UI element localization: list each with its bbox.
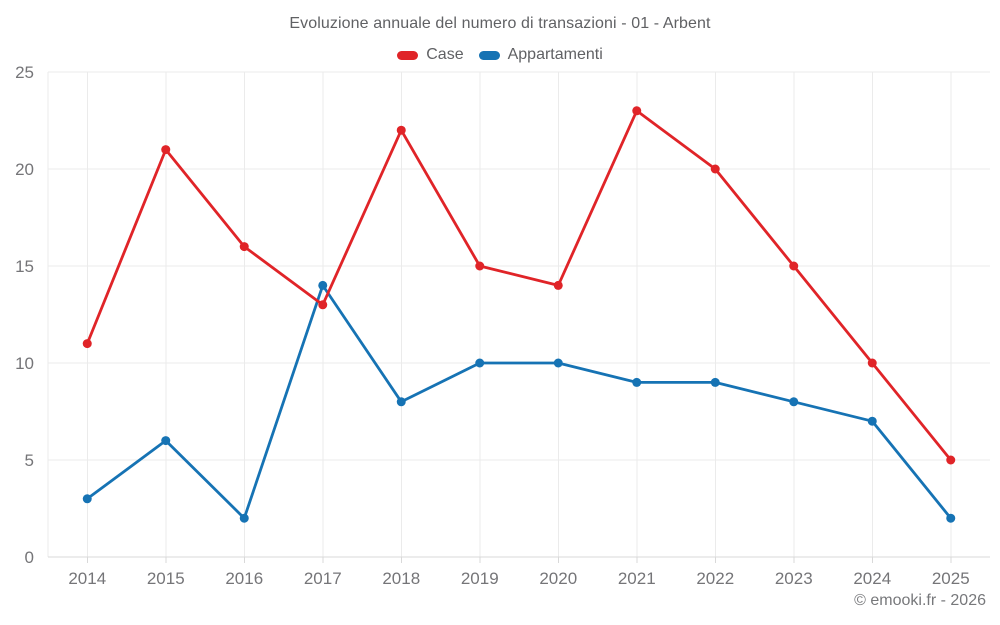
svg-text:10: 10 <box>15 354 34 373</box>
point-appartamenti-2022[interactable] <box>710 377 720 387</box>
point-case-2019[interactable] <box>475 261 485 271</box>
legend-item-case[interactable]: Case <box>397 46 464 64</box>
legend: Case Appartamenti <box>0 46 1000 64</box>
point-case-2014[interactable] <box>82 339 92 349</box>
svg-text:15: 15 <box>15 257 34 276</box>
point-appartamenti-2017[interactable] <box>318 280 328 290</box>
point-case-2021[interactable] <box>632 106 642 116</box>
gridlines <box>47 71 990 558</box>
point-appartamenti-2024[interactable] <box>867 416 877 426</box>
legend-item-appartamenti[interactable]: Appartamenti <box>478 46 603 64</box>
x-axis-labels: 2014 2015 2016 2017 2018 2019 2020 2021 2022 2023… <box>68 569 969 588</box>
svg-text:2023: 2023 <box>775 569 813 588</box>
svg-text:2014: 2014 <box>68 569 106 588</box>
case-series-swatch-icon <box>397 50 419 60</box>
point-case-2023[interactable] <box>789 261 799 271</box>
point-case-2015[interactable] <box>161 145 171 155</box>
svg-text:25: 25 <box>15 63 34 82</box>
point-appartamenti-2020[interactable] <box>553 358 563 368</box>
y-axis-labels: 0 5 10 15 20 25 <box>15 63 34 567</box>
svg-text:2020: 2020 <box>539 569 577 588</box>
point-case-2016[interactable] <box>239 242 249 252</box>
point-appartamenti-2014[interactable] <box>82 494 92 504</box>
point-appartamenti-2023[interactable] <box>789 397 799 407</box>
svg-text:5: 5 <box>25 451 34 470</box>
point-appartamenti-2025[interactable] <box>946 513 956 523</box>
point-appartamenti-2019[interactable] <box>475 358 485 368</box>
point-appartamenti-2016[interactable] <box>239 513 249 523</box>
point-appartamenti-2015[interactable] <box>161 436 171 446</box>
point-case-2018[interactable] <box>396 125 406 135</box>
svg-text:2021: 2021 <box>618 569 656 588</box>
point-case-2022[interactable] <box>710 164 720 174</box>
chart-title: Evoluzione annuale del numero di transaz… <box>289 15 711 32</box>
svg-text:2019: 2019 <box>461 569 499 588</box>
svg-text:20: 20 <box>15 160 34 179</box>
svg-text:2018: 2018 <box>382 569 420 588</box>
point-case-2024[interactable] <box>867 358 877 368</box>
point-case-2020[interactable] <box>553 280 563 290</box>
svg-text:2022: 2022 <box>696 569 734 588</box>
point-appartamenti-2018[interactable] <box>396 397 406 407</box>
legend-label-appartamenti: Appartamenti <box>507 46 603 63</box>
copyright-footer: © emooki.fr - 2026 <box>854 592 986 609</box>
point-case-2025[interactable] <box>946 455 956 465</box>
svg-text:2015: 2015 <box>147 569 185 588</box>
svg-text:2025: 2025 <box>932 569 970 588</box>
series-points-appartamenti <box>82 280 956 523</box>
svg-text:2017: 2017 <box>304 569 342 588</box>
x-axis <box>48 556 990 563</box>
svg-text:2016: 2016 <box>225 569 263 588</box>
legend-label-case: Case <box>426 46 464 63</box>
appartamenti-series-swatch-icon <box>478 50 500 60</box>
point-case-2017[interactable] <box>318 300 328 310</box>
series-line-case <box>85 109 953 462</box>
point-appartamenti-2021[interactable] <box>632 377 642 387</box>
series-line-appartamenti <box>85 283 953 520</box>
svg-text:0: 0 <box>25 548 34 567</box>
svg-text:2024: 2024 <box>853 569 891 588</box>
series-points-case <box>82 106 956 465</box>
